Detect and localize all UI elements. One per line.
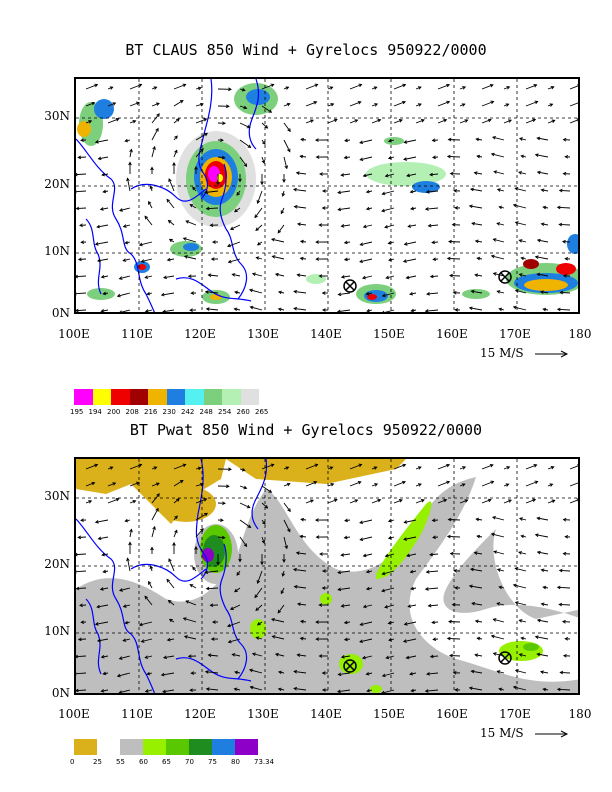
- panel2-legend-swatch: [120, 739, 143, 755]
- panel2-legend-swatch: [212, 739, 235, 755]
- panel1-lon-120e: 120E: [184, 327, 216, 341]
- panel1-legend-label: 230: [162, 408, 176, 416]
- coastline-outlines: [76, 459, 268, 693]
- panel2-lat-0n: 0N: [51, 686, 70, 700]
- lat-lon-grid: [76, 79, 578, 312]
- panel1-legend-swatch: [203, 389, 222, 405]
- panel2-scale-label: 15 M/S: [480, 726, 524, 740]
- panel1-lon-110e: 110E: [121, 327, 153, 341]
- panel1-lon-160e: 160E: [436, 327, 468, 341]
- panel2-legend-label: 73.34: [254, 758, 275, 766]
- panel1-title: BT CLAUS 850 Wind + Gyrelocs 950922/0000: [125, 41, 487, 59]
- panel1-lat-20n: 20N: [44, 177, 70, 191]
- panel2-legend-label: 65: [162, 758, 171, 766]
- panel2-lon-130e: 130E: [247, 707, 279, 721]
- panel1-legend-swatch: [129, 389, 148, 405]
- panel1-lon-140e: 140E: [310, 327, 342, 341]
- panel2-legend-swatch: [166, 739, 189, 755]
- panel2-lon-100e: 100E: [58, 707, 90, 721]
- panel2-legend-label: 25: [93, 758, 102, 766]
- panel1-lon-180: 180: [568, 327, 592, 341]
- panel1-legend-label: 254: [218, 408, 232, 416]
- panel1-legend-label: 260: [236, 408, 250, 416]
- panel2-legend-label: 80: [231, 758, 240, 766]
- lat-lon-grid: [76, 459, 578, 693]
- wind-vector-arrows: [76, 83, 578, 312]
- panel2-legend-label: 75: [208, 758, 217, 766]
- panel1-legend-swatch: [185, 389, 204, 405]
- panel1-lon-130e: 130E: [247, 327, 279, 341]
- claus-cloud-shading: [77, 83, 578, 304]
- panel1-legend-label: 208: [125, 408, 139, 416]
- panel1-legend-label: 200: [107, 408, 121, 416]
- panel1-lat-30n: 30N: [44, 109, 70, 123]
- panel1-scale-arrow: [535, 350, 569, 358]
- panel2-legend-label: 60: [139, 758, 148, 766]
- panel1-lat-0n: 0N: [51, 306, 70, 320]
- panel1-legend-swatch: [240, 389, 259, 405]
- panel2-lon-110e: 110E: [121, 707, 153, 721]
- panel2-legend-label: 55: [116, 758, 125, 766]
- panel2-lon-180: 180: [568, 707, 592, 721]
- panel1-scale-label: 15 M/S: [480, 346, 524, 360]
- panel1-lon-150e: 150E: [373, 327, 405, 341]
- panel1-legend-swatch: [74, 389, 93, 405]
- panel2-lon-120e: 120E: [184, 707, 216, 721]
- panel2-legend-label: 0: [70, 758, 75, 766]
- coastline-outlines: [76, 79, 260, 312]
- panel1-lat-10n: 10N: [44, 244, 70, 258]
- pwat-map-svg: [76, 459, 578, 693]
- panel2-legend-swatch: [189, 739, 212, 755]
- panel2-lon-170e: 170E: [499, 707, 531, 721]
- panel2-legend-swatch: [143, 739, 166, 755]
- panel2-legend-swatch: [97, 739, 120, 755]
- panel1-legend-swatch: [148, 389, 167, 405]
- pwat-map-panel: [74, 457, 580, 695]
- panel1-legend-swatch: [166, 389, 185, 405]
- panel1-legend-swatch: [111, 389, 130, 405]
- gyreloc-marker-1: [343, 659, 357, 673]
- panel2-lat-20n: 20N: [44, 557, 70, 571]
- claus-map-svg: [76, 79, 578, 312]
- panel1-lon-100e: 100E: [58, 327, 90, 341]
- panel1-legend-label: 248: [199, 408, 213, 416]
- panel2-lon-150e: 150E: [373, 707, 405, 721]
- gyreloc-marker-2: [498, 270, 512, 284]
- panel1-legend-swatch: [222, 389, 241, 405]
- panel1-legend-label: 242: [181, 408, 195, 416]
- panel1-lon-170e: 170E: [499, 327, 531, 341]
- panel2-legend-swatch: [235, 739, 258, 755]
- panel2-lon-160e: 160E: [436, 707, 468, 721]
- panel2-title: BT Pwat 850 Wind + Gyrelocs 950922/0000: [129, 421, 483, 439]
- panel1-legend-label: 194: [88, 408, 102, 416]
- panel1-legend-swatch: [92, 389, 111, 405]
- panel2-legend-label: 70: [185, 758, 194, 766]
- gyreloc-marker-1: [343, 279, 357, 293]
- panel1-legend-label: 216: [144, 408, 158, 416]
- panel2-lat-30n: 30N: [44, 489, 70, 503]
- panel1-legend-label: 195: [70, 408, 84, 416]
- panel2-scale-arrow: [535, 730, 569, 738]
- panel2-color-legend: 0 25 55 60 65 70 75 80 73.34: [70, 739, 274, 766]
- panel1-color-legend: 195 194 200 208 216 230 242 248 254 260 265: [70, 389, 268, 416]
- panel2-legend-swatch: [74, 739, 97, 755]
- panel2-lat-10n: 10N: [44, 624, 70, 638]
- panel1-legend-label: 265: [255, 408, 269, 416]
- gyreloc-marker-2: [498, 651, 512, 665]
- panel2-lon-140e: 140E: [310, 707, 342, 721]
- claus-map-panel: [74, 77, 580, 314]
- wind-vector-arrows: [76, 463, 578, 693]
